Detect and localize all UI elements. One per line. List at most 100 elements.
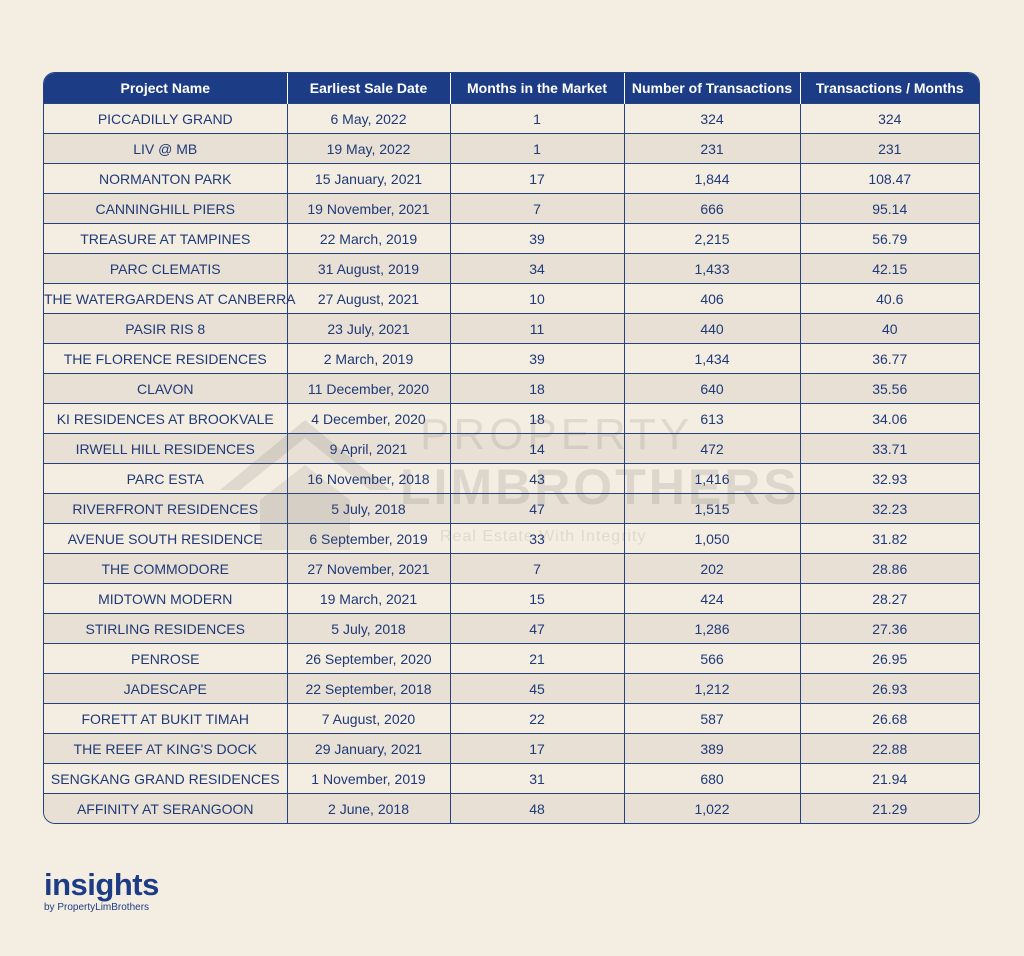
cell-transactions-per-month: 34.06 (799, 403, 979, 434)
table-row: PASIR RIS 8 23 July, 2021 11 440 40 (44, 313, 979, 344)
cell-earliest-sale-date: 31 August, 2019 (286, 253, 450, 284)
cell-number-of-transactions: 324 (623, 103, 800, 134)
cell-number-of-transactions: 2,215 (623, 223, 800, 254)
cell-number-of-transactions: 406 (623, 283, 800, 314)
table-row: STIRLING RESIDENCES 5 July, 2018 47 1,286 27… (44, 613, 979, 644)
cell-number-of-transactions: 424 (623, 583, 800, 614)
cell-project-name: SENGKANG GRAND RESIDENCES (44, 763, 287, 794)
cell-number-of-transactions: 472 (623, 433, 800, 464)
cell-months-in-market: 17 (449, 733, 624, 764)
cell-earliest-sale-date: 16 November, 2018 (286, 463, 450, 494)
cell-earliest-sale-date: 5 July, 2018 (286, 493, 450, 524)
cell-earliest-sale-date: 19 May, 2022 (286, 133, 450, 164)
cell-project-name: THE WATERGARDENS AT CANBERRA (44, 283, 296, 314)
cell-months-in-market: 1 (449, 103, 624, 134)
cell-earliest-sale-date: 19 November, 2021 (286, 193, 450, 224)
cell-earliest-sale-date: 5 July, 2018 (286, 613, 450, 644)
header-months-in-market: Months in the Market (449, 73, 624, 104)
cell-number-of-transactions: 613 (623, 403, 800, 434)
table-body: PICCADILLY GRAND 6 May, 2022 1 324 324 LIV @ … (44, 103, 979, 823)
cell-project-name: LIV @ MB (44, 133, 287, 164)
cell-months-in-market: 21 (449, 643, 624, 674)
cell-transactions-per-month: 108.47 (799, 163, 979, 194)
cell-months-in-market: 48 (449, 793, 624, 823)
cell-number-of-transactions: 231 (623, 133, 800, 164)
cell-transactions-per-month: 31.82 (799, 523, 979, 554)
cell-transactions-per-month: 32.93 (799, 463, 979, 494)
cell-project-name: KI RESIDENCES AT BROOKVALE (44, 403, 287, 434)
table-row: MIDTOWN MODERN 19 March, 2021 15 424 28.27 (44, 583, 979, 614)
cell-project-name: THE COMMODORE (44, 553, 287, 584)
table-row: THE FLORENCE RESIDENCES 2 March, 2019 39 1,… (44, 343, 979, 374)
cell-earliest-sale-date: 29 January, 2021 (286, 733, 450, 764)
cell-earliest-sale-date: 7 August, 2020 (286, 703, 450, 734)
cell-number-of-transactions: 680 (623, 763, 800, 794)
cell-months-in-market: 47 (449, 493, 624, 524)
cell-transactions-per-month: 27.36 (799, 613, 979, 644)
cell-months-in-market: 7 (449, 193, 624, 224)
header-number-of-transactions: Number of Transactions (623, 73, 800, 104)
cell-transactions-per-month: 28.27 (799, 583, 979, 614)
cell-earliest-sale-date: 2 March, 2019 (286, 343, 450, 374)
cell-earliest-sale-date: 26 September, 2020 (286, 643, 450, 674)
table-row: AFFINITY AT SERANGOON 2 June, 2018 48 1,022… (44, 793, 979, 823)
cell-earliest-sale-date: 15 January, 2021 (286, 163, 450, 194)
cell-project-name: THE FLORENCE RESIDENCES (44, 343, 287, 374)
cell-earliest-sale-date: 27 August, 2021 (286, 283, 450, 314)
table-row: PARC ESTA 16 November, 2018 43 1,416 32.93 (44, 463, 979, 494)
cell-transactions-per-month: 22.88 (799, 733, 979, 764)
header-earliest-sale-date: Earliest Sale Date (286, 73, 450, 104)
cell-earliest-sale-date: 6 May, 2022 (286, 103, 450, 134)
cell-number-of-transactions: 1,844 (623, 163, 800, 194)
table-row: FORETT AT BUKIT TIMAH 7 August, 2020 22 587… (44, 703, 979, 734)
cell-number-of-transactions: 202 (623, 553, 800, 584)
table-row: CANNINGHILL PIERS 19 November, 2021 7 666 95… (44, 193, 979, 224)
cell-earliest-sale-date: 2 June, 2018 (286, 793, 450, 823)
table-row: THE REEF AT KING'S DOCK 29 January, 2021 1… (44, 733, 979, 764)
cell-earliest-sale-date: 11 December, 2020 (286, 373, 450, 404)
table-row: AVENUE SOUTH RESIDENCE 6 September, 2019 3… (44, 523, 979, 554)
cell-months-in-market: 43 (449, 463, 624, 494)
cell-transactions-per-month: 40 (799, 313, 979, 344)
cell-transactions-per-month: 33.71 (799, 433, 979, 464)
cell-project-name: JADESCAPE (44, 673, 287, 704)
cell-project-name: NORMANTON PARK (44, 163, 287, 194)
cell-earliest-sale-date: 22 March, 2019 (286, 223, 450, 254)
cell-transactions-per-month: 26.95 (799, 643, 979, 674)
cell-project-name: THE REEF AT KING'S DOCK (44, 733, 287, 764)
header-project-name: Project Name (44, 73, 287, 104)
cell-earliest-sale-date: 4 December, 2020 (286, 403, 450, 434)
cell-transactions-per-month: 28.86 (799, 553, 979, 584)
cell-number-of-transactions: 566 (623, 643, 800, 674)
table-row: CLAVON 11 December, 2020 18 640 35.56 (44, 373, 979, 404)
table-row: THE WATERGARDENS AT CANBERRA 27 August, 2… (44, 283, 979, 314)
cell-earliest-sale-date: 1 November, 2019 (286, 763, 450, 794)
cell-transactions-per-month: 21.29 (799, 793, 979, 823)
table-row: KI RESIDENCES AT BROOKVALE 4 December, 20… (44, 403, 979, 434)
cell-number-of-transactions: 587 (623, 703, 800, 734)
cell-number-of-transactions: 1,022 (623, 793, 800, 823)
cell-number-of-transactions: 1,050 (623, 523, 800, 554)
cell-earliest-sale-date: 22 September, 2018 (286, 673, 450, 704)
cell-transactions-per-month: 26.68 (799, 703, 979, 734)
cell-number-of-transactions: 1,434 (623, 343, 800, 374)
cell-earliest-sale-date: 27 November, 2021 (286, 553, 450, 584)
cell-transactions-per-month: 21.94 (799, 763, 979, 794)
cell-months-in-market: 45 (449, 673, 624, 704)
cell-months-in-market: 34 (449, 253, 624, 284)
cell-transactions-per-month: 95.14 (799, 193, 979, 224)
cell-project-name: PARC CLEMATIS (44, 253, 287, 284)
transactions-table-container: Project Name Earliest Sale Date Months i… (43, 72, 980, 824)
cell-months-in-market: 31 (449, 763, 624, 794)
cell-project-name: CLAVON (44, 373, 287, 404)
cell-transactions-per-month: 26.93 (799, 673, 979, 704)
brand-logo: insights by PropertyLimBrothers (44, 868, 159, 914)
table-row: PARC CLEMATIS 31 August, 2019 34 1,433 42.15 (44, 253, 979, 284)
cell-project-name: PICCADILLY GRAND (44, 103, 287, 134)
cell-transactions-per-month: 231 (799, 133, 979, 164)
cell-earliest-sale-date: 6 September, 2019 (286, 523, 450, 554)
cell-project-name: TREASURE AT TAMPINES (44, 223, 287, 254)
cell-months-in-market: 14 (449, 433, 624, 464)
cell-months-in-market: 7 (449, 553, 624, 584)
cell-project-name: PASIR RIS 8 (44, 313, 287, 344)
